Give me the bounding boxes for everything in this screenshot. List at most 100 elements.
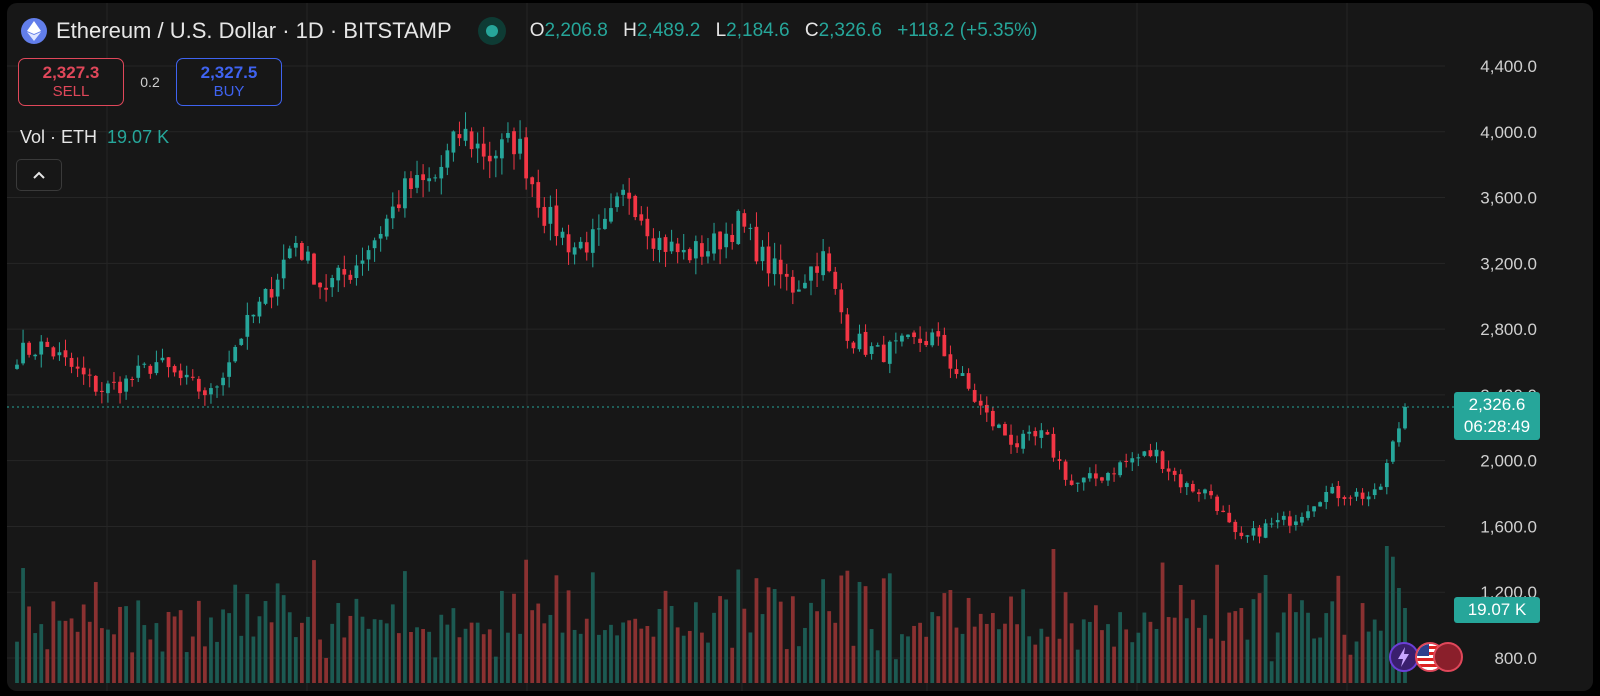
volume-bar (942, 593, 947, 683)
candle-body (154, 362, 159, 374)
volume-bar (966, 597, 971, 683)
volume-bar (1069, 623, 1074, 683)
volume-bar (1197, 627, 1201, 683)
volume-bar (1306, 612, 1310, 683)
volume-bar (1275, 632, 1280, 683)
volume-bar (875, 650, 880, 683)
candle-body (1094, 473, 1098, 479)
candle-body (578, 241, 583, 249)
candle-body (560, 231, 565, 238)
candle-body (21, 342, 25, 364)
candle-body (906, 334, 910, 338)
candle-body (1215, 496, 1219, 512)
volume-bar (1245, 639, 1250, 683)
candle-body (403, 178, 407, 209)
volume-bar (415, 627, 419, 683)
candle-body (645, 218, 650, 237)
candle-body (15, 364, 19, 369)
volume-bar (742, 608, 747, 683)
candle-body (136, 365, 141, 378)
volume-legend[interactable]: Vol · ETH 19.07 K (20, 127, 169, 148)
candle-body (590, 229, 595, 253)
volume-bar (560, 632, 565, 683)
volume-bar (797, 646, 801, 683)
volume-bar (554, 575, 559, 683)
candle-body (124, 378, 128, 392)
low-value: 2,184.6 (726, 20, 790, 41)
volume-bar (954, 627, 959, 683)
volume-bar (536, 603, 541, 683)
volume-bar (657, 608, 662, 683)
volume-bar (312, 560, 316, 683)
candle-body (245, 314, 250, 337)
volume-bar (190, 636, 195, 683)
candle-body (118, 381, 122, 394)
volume-bar (475, 622, 480, 683)
candle-body (99, 390, 104, 393)
volume-bar (633, 618, 638, 683)
close-label: C (804, 20, 819, 41)
volume-bar (766, 587, 771, 683)
volume-value: 19.07 K (107, 127, 170, 147)
candle-body (1209, 490, 1213, 496)
candle-body (730, 234, 735, 242)
buy-button[interactable]: 2,327.5 BUY (176, 58, 282, 106)
volume-bar (81, 604, 86, 683)
candle-body (609, 208, 613, 222)
candle-body (221, 377, 225, 386)
candle-body (1160, 451, 1165, 469)
volume-bar (257, 616, 262, 683)
volume-bar (518, 633, 522, 683)
volume-bar (360, 616, 365, 683)
volume-bar (99, 628, 104, 683)
volume-bar (209, 617, 213, 683)
volume-bar (493, 656, 498, 683)
candle-body (1233, 521, 1238, 533)
volume-bar (524, 559, 529, 683)
y-axis-tick-label: 2,800.0 (1480, 320, 1537, 339)
volume-bar (1227, 612, 1232, 683)
volume-bar (263, 601, 268, 683)
indicator-badges[interactable] (1389, 642, 1463, 676)
volume-bar (590, 572, 595, 683)
volume-bar (1318, 637, 1323, 683)
volume-bar (997, 629, 1001, 683)
volume-bar (1336, 575, 1341, 683)
trade-panel: 2,327.3 SELL 0.2 2,327.5 BUY (18, 58, 282, 106)
buy-price: 2,327.5 (200, 63, 258, 82)
volume-bar (948, 590, 953, 683)
volume-bar (275, 583, 280, 683)
candle-body (712, 233, 716, 254)
candle-body (736, 210, 741, 245)
volume-bar (1251, 599, 1256, 683)
volume-bar (93, 582, 98, 683)
candle-body (487, 155, 492, 162)
volume-bar (227, 613, 232, 683)
candle-body (1354, 491, 1359, 497)
candle-body (263, 288, 268, 304)
candle-body (1166, 468, 1171, 472)
price-chart[interactable]: 800.01,200.01,600.02,000.02,400.02,800.0… (7, 3, 1593, 691)
sell-button[interactable]: 2,327.3 SELL (18, 58, 124, 106)
candle-body (1142, 451, 1147, 456)
collapse-legend-button[interactable] (16, 159, 62, 191)
market-status-icon[interactable] (477, 17, 506, 45)
candle-body (427, 178, 432, 182)
symbol-title[interactable]: Ethereum / U.S. Dollar · 1D · BITSTAMP (56, 18, 452, 43)
candle-body (1051, 433, 1056, 458)
volume-bar (803, 627, 807, 683)
alert-badge-icon[interactable] (1433, 642, 1463, 672)
candle-body (336, 267, 341, 281)
candle-body (372, 240, 377, 249)
volume-bar (506, 632, 510, 683)
volume-bar (706, 642, 710, 683)
candle-body (106, 383, 110, 394)
candle-body (827, 253, 832, 272)
candle-body (209, 388, 213, 395)
candle-body (281, 259, 286, 279)
candle-body (451, 131, 456, 153)
candle-body (112, 381, 116, 383)
volume-bar (324, 657, 328, 683)
volume-bar (1172, 617, 1177, 683)
candle-body (87, 374, 92, 376)
